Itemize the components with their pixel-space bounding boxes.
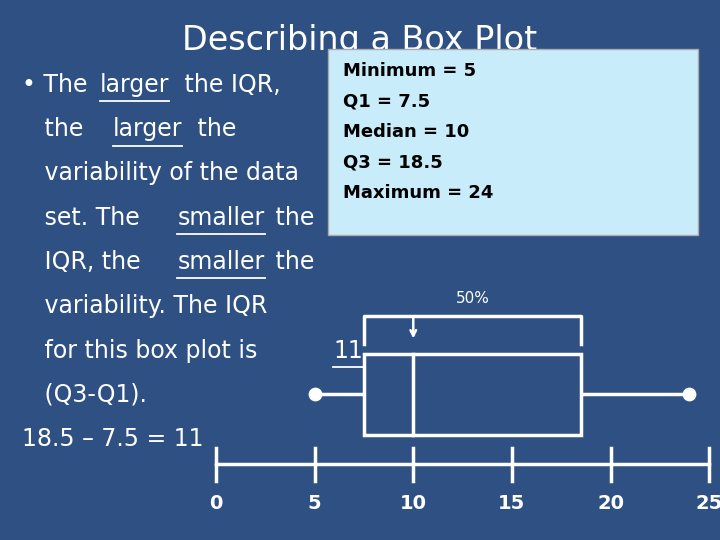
Text: the: the bbox=[269, 206, 315, 230]
Text: 10: 10 bbox=[400, 494, 427, 513]
Point bbox=[684, 390, 696, 399]
FancyBboxPatch shape bbox=[328, 49, 698, 235]
Text: the: the bbox=[22, 117, 91, 141]
Text: smaller: smaller bbox=[177, 250, 265, 274]
Point bbox=[309, 390, 320, 399]
Text: variability of the data: variability of the data bbox=[22, 161, 299, 185]
Text: IQR, the: IQR, the bbox=[22, 250, 148, 274]
Text: the IQR,: the IQR, bbox=[177, 73, 281, 97]
Text: 50%: 50% bbox=[456, 291, 490, 306]
Text: set. The: set. The bbox=[22, 206, 147, 230]
Text: for this box plot is: for this box plot is bbox=[22, 339, 264, 362]
Text: Q1 = 7.5: Q1 = 7.5 bbox=[343, 93, 431, 111]
Text: the: the bbox=[190, 117, 237, 141]
Text: 18.5 – 7.5 = 11: 18.5 – 7.5 = 11 bbox=[22, 427, 203, 451]
Text: variability. The IQR: variability. The IQR bbox=[22, 294, 267, 318]
Text: larger: larger bbox=[99, 73, 169, 97]
Text: 5: 5 bbox=[308, 494, 321, 513]
Text: Describing a Box Plot: Describing a Box Plot bbox=[182, 24, 538, 57]
Text: 25: 25 bbox=[696, 494, 720, 513]
Text: (Q3-Q1).: (Q3-Q1). bbox=[22, 383, 146, 407]
Text: 15: 15 bbox=[498, 494, 526, 513]
Text: 0: 0 bbox=[210, 494, 222, 513]
Text: Q3 = 18.5: Q3 = 18.5 bbox=[343, 154, 444, 172]
Text: • The: • The bbox=[22, 73, 94, 97]
Text: Maximum = 24: Maximum = 24 bbox=[343, 184, 494, 202]
Bar bbox=[364, 354, 581, 435]
Text: 11: 11 bbox=[333, 339, 363, 362]
Text: the: the bbox=[269, 250, 315, 274]
Text: 20: 20 bbox=[597, 494, 624, 513]
Text: Minimum = 5: Minimum = 5 bbox=[343, 62, 477, 80]
Text: smaller: smaller bbox=[177, 206, 265, 230]
Text: Median = 10: Median = 10 bbox=[343, 123, 469, 141]
Text: larger: larger bbox=[112, 117, 182, 141]
